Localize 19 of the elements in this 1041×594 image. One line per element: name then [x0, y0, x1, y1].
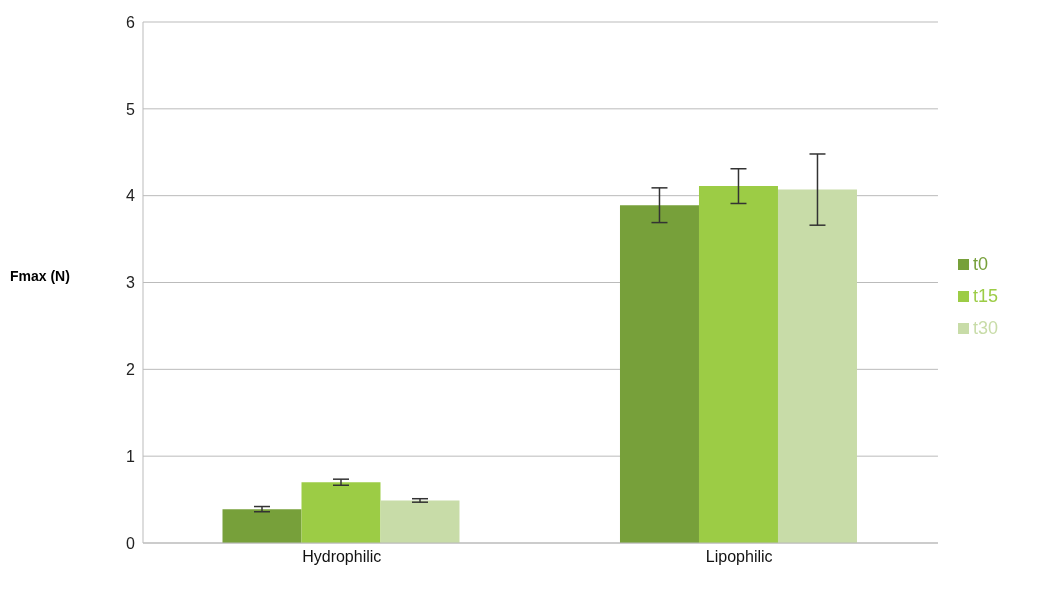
y-tick-label: 4 [126, 187, 136, 205]
y-tick-label: 5 [126, 100, 136, 118]
bar [380, 500, 460, 543]
y-axis-title: Fmax (N) [10, 268, 70, 284]
y-tick-label: 6 [126, 13, 136, 31]
legend-label: t15 [972, 285, 998, 306]
bar [301, 482, 381, 543]
bar [777, 189, 857, 543]
bar [698, 186, 778, 543]
legend-label: t0 [972, 253, 988, 274]
y-tick-label: 3 [126, 274, 136, 292]
y-tick-label: 2 [126, 361, 136, 379]
y-tick-label: 1 [126, 447, 136, 465]
legend-label: t30 [972, 317, 998, 338]
bar [619, 205, 699, 543]
x-tick-label: Hydrophilic [302, 548, 382, 566]
bar [222, 509, 302, 543]
x-tick-label: Lipophilic [705, 548, 773, 566]
y-tick-label: 0 [126, 534, 136, 552]
